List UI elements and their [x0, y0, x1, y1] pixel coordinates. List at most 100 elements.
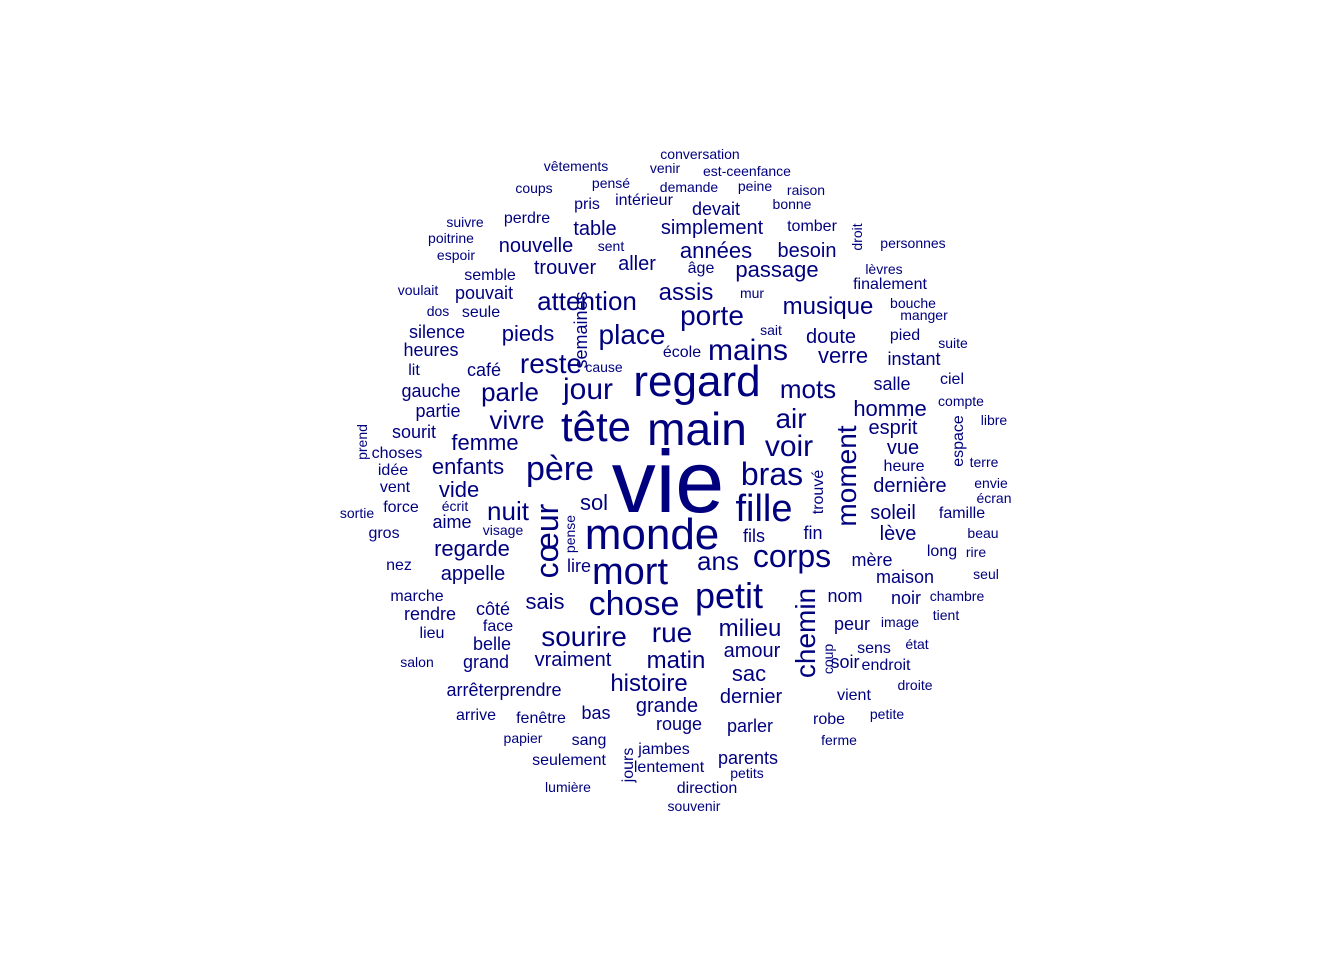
word-label: espace: [950, 415, 967, 467]
word-label: besoin: [777, 240, 837, 262]
word-label: trouvé: [810, 469, 827, 515]
word-label: maison: [875, 567, 935, 587]
word-label: robe: [812, 711, 846, 728]
word-label: rouge: [655, 714, 703, 734]
word-label: manger: [900, 307, 948, 323]
word-label: jour: [562, 373, 614, 406]
word-label: passage: [735, 257, 819, 282]
word-label: corps: [752, 538, 832, 574]
word-label: ans: [697, 546, 739, 576]
word-label: grande: [635, 695, 699, 717]
word-label: peine: [737, 178, 773, 194]
word-label: vient: [837, 687, 871, 704]
word-label: pense: [562, 514, 578, 554]
word-label: lit: [408, 362, 420, 379]
word-label: peur: [833, 614, 871, 634]
word-label: endroit: [861, 657, 911, 674]
word-label: mur: [739, 285, 765, 301]
word-label: sortie: [339, 505, 375, 521]
word-label: écrit: [441, 498, 469, 514]
word-label: vide: [438, 477, 480, 502]
word-label: vraiment: [534, 649, 612, 671]
word-label: années: [679, 238, 753, 263]
word-label: salon: [400, 654, 434, 670]
word-label: reste: [519, 348, 583, 379]
word-label: dernier: [719, 686, 783, 708]
word-label: fin: [803, 523, 823, 543]
word-label: coups: [515, 180, 553, 196]
word-label: histoire: [610, 670, 688, 697]
word-label: âge: [687, 260, 715, 277]
word-label: esprit: [868, 417, 918, 439]
word-label: suivre: [446, 214, 484, 230]
word-label: sourit: [391, 422, 437, 442]
word-label: pris: [574, 196, 600, 213]
word-label: long: [926, 543, 958, 560]
word-label: suite: [938, 335, 968, 351]
word-label: poitrine: [428, 230, 474, 246]
word-label: pouvait: [454, 283, 514, 303]
word-label: lève: [879, 523, 917, 545]
word-label: heures: [403, 340, 459, 360]
word-label: sens: [857, 640, 891, 657]
word-label: heure: [883, 458, 925, 475]
word-label: idée: [377, 462, 409, 479]
word-label: conversation: [660, 146, 740, 162]
word-label: porte: [680, 300, 744, 331]
word-label: mains: [707, 334, 789, 367]
word-label: instant: [887, 349, 941, 369]
word-label: espoir: [436, 247, 476, 263]
word-label: dernière: [873, 475, 947, 497]
word-label: vêtements: [543, 158, 609, 174]
word-label: rendre: [403, 604, 457, 624]
word-label: choses: [371, 445, 423, 462]
word-label: bas: [581, 703, 611, 723]
word-label: coup: [820, 643, 836, 675]
word-label: fille: [735, 488, 793, 530]
word-label: père: [525, 450, 595, 488]
word-label: pensé: [591, 175, 631, 191]
word-label: air: [775, 403, 807, 434]
word-label: vue: [886, 437, 920, 459]
word-label: doute: [805, 326, 857, 348]
word-label: famille: [938, 505, 986, 522]
word-label: assis: [658, 279, 714, 306]
word-label: tête: [560, 403, 632, 450]
word-label: nez: [386, 557, 412, 574]
word-label: parler: [726, 716, 774, 736]
word-label: semaines: [571, 291, 591, 369]
word-label: aller: [618, 253, 656, 275]
word-label: femme: [451, 430, 519, 455]
word-label: lieu: [419, 625, 445, 642]
word-label: sais: [525, 589, 565, 614]
word-label: homme: [853, 396, 927, 421]
word-label: terre: [969, 454, 999, 470]
word-label: bras: [740, 456, 804, 492]
word-label: ciel: [939, 371, 965, 388]
word-label: lentement: [633, 759, 705, 776]
word-label: cause: [585, 359, 623, 375]
word-label: est-ceenfance: [703, 163, 791, 179]
word-label: appelle: [440, 563, 506, 585]
word-label: bonne: [772, 196, 812, 212]
word-label: trouver: [533, 257, 597, 279]
word-label: jambes: [638, 741, 690, 758]
word-label: tomber: [787, 218, 837, 235]
word-label: devait: [691, 199, 741, 219]
word-label: matin: [646, 647, 706, 674]
word-label: marche: [390, 588, 444, 605]
word-label: regard: [633, 357, 761, 406]
word-label: verre: [817, 343, 869, 368]
word-label: bouche: [890, 295, 936, 311]
word-label: place: [598, 319, 666, 350]
word-label: attention: [537, 286, 637, 316]
word-label: papier: [503, 730, 543, 746]
word-label: face: [482, 618, 514, 635]
word-label: fenêtre: [516, 710, 566, 727]
word-label: parle: [481, 377, 539, 407]
word-label: école: [662, 344, 702, 361]
word-label: petits: [730, 765, 764, 781]
word-label: regarde: [434, 536, 510, 561]
word-label: cœur: [529, 503, 565, 579]
word-label: belle: [472, 634, 512, 654]
